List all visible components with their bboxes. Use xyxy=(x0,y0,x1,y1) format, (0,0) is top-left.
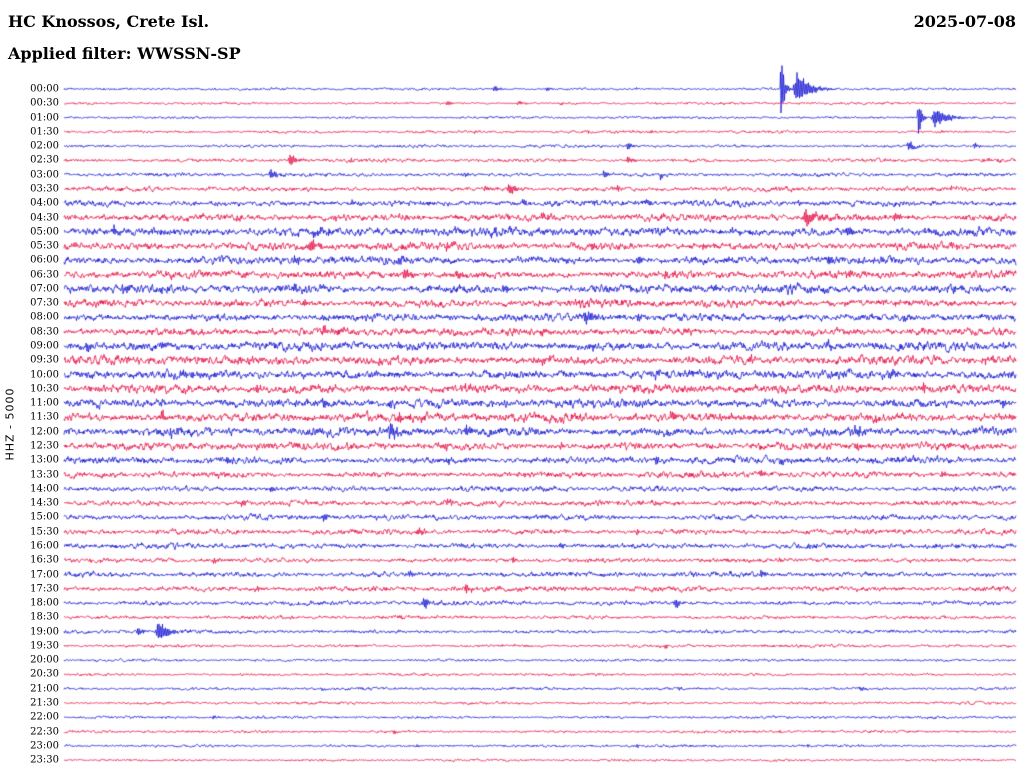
station-title: HC Knossos, Crete Isl. xyxy=(8,12,210,31)
time-label: 17:00 xyxy=(30,569,59,581)
time-label: 16:30 xyxy=(30,554,59,566)
time-label: 12:00 xyxy=(30,426,59,438)
time-label: 01:30 xyxy=(30,126,59,138)
time-label: 04:00 xyxy=(30,197,59,209)
time-label: 22:30 xyxy=(30,726,59,738)
time-label: 06:00 xyxy=(30,254,59,266)
time-label: 14:00 xyxy=(30,483,59,495)
date-label: 2025-07-08 xyxy=(913,12,1016,31)
time-label: 14:30 xyxy=(30,497,59,509)
time-axis: 00:00 00:30 01:00 01:30 02:00 02:30 03:00 03:30… xyxy=(0,0,60,780)
time-label: 21:00 xyxy=(30,683,59,695)
time-label: 13:00 xyxy=(30,454,59,466)
time-label: 02:30 xyxy=(30,154,59,166)
time-label: 00:30 xyxy=(30,97,59,109)
time-label: 09:30 xyxy=(30,354,59,366)
time-label: 18:00 xyxy=(30,597,59,609)
time-label: 04:30 xyxy=(30,212,59,224)
time-label: 15:00 xyxy=(30,511,59,523)
time-label: 01:00 xyxy=(30,112,59,124)
time-label: 03:30 xyxy=(30,183,59,195)
time-label: 08:30 xyxy=(30,326,59,338)
time-label: 00:00 xyxy=(30,83,59,95)
time-label: 21:30 xyxy=(30,697,59,709)
time-label: 10:30 xyxy=(30,383,59,395)
time-label: 05:30 xyxy=(30,240,59,252)
time-label: 08:00 xyxy=(30,311,59,323)
time-label: 10:00 xyxy=(30,369,59,381)
time-label: 20:00 xyxy=(30,654,59,666)
time-label: 13:30 xyxy=(30,469,59,481)
time-label: 09:00 xyxy=(30,340,59,352)
time-label: 02:00 xyxy=(30,140,59,152)
time-label: 20:30 xyxy=(30,668,59,680)
time-label: 19:30 xyxy=(30,640,59,652)
time-label: 22:00 xyxy=(30,711,59,723)
filter-label: Applied filter: WWSSN-SP xyxy=(8,44,241,63)
time-label: 03:00 xyxy=(30,169,59,181)
time-label: 05:00 xyxy=(30,226,59,238)
time-label: 23:30 xyxy=(30,754,59,766)
time-label: 17:30 xyxy=(30,583,59,595)
time-label: 06:30 xyxy=(30,269,59,281)
time-label: 07:00 xyxy=(30,283,59,295)
time-label: 07:30 xyxy=(30,297,59,309)
time-label: 19:00 xyxy=(30,626,59,638)
time-label: 15:30 xyxy=(30,526,59,538)
time-label: 16:00 xyxy=(30,540,59,552)
time-label: 11:30 xyxy=(30,411,59,423)
time-label: 11:00 xyxy=(30,397,59,409)
time-label: 18:30 xyxy=(30,611,59,623)
time-label: 23:00 xyxy=(30,740,59,752)
time-label: 12:30 xyxy=(30,440,59,452)
